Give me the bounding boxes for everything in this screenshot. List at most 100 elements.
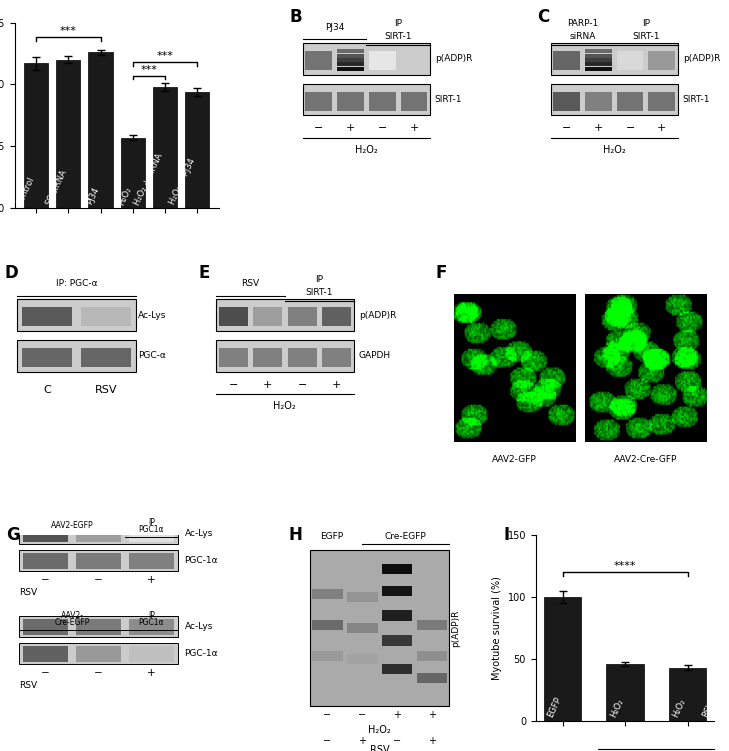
Bar [77,526,121,542]
Text: RSV: RSV [19,588,37,597]
Text: −: − [393,736,401,746]
Bar [649,92,675,110]
Bar [19,523,178,544]
Bar [129,553,174,569]
Text: Control: Control [15,175,36,207]
Bar [24,63,48,208]
Text: PGC-1α: PGC-1α [184,556,218,566]
Bar [585,58,612,62]
Text: +: + [332,380,341,390]
Text: −: − [323,710,332,720]
Text: +: + [346,123,355,134]
Bar [23,619,68,635]
Text: C: C [43,385,51,395]
Bar [77,619,121,635]
Bar [382,586,413,596]
Bar [305,51,332,70]
Text: H₂O₂ + siRNA: H₂O₂ + siRNA [133,152,165,207]
Text: +: + [393,710,401,720]
Text: RSV: RSV [19,681,37,690]
Text: H₂O₂: H₂O₂ [355,145,378,155]
Text: GAPDH: GAPDH [359,351,391,360]
Bar [337,67,364,71]
Text: H₂O₂: H₂O₂ [117,185,133,207]
Bar [216,340,354,372]
Bar [17,300,136,331]
Text: −: − [378,123,387,134]
Text: H₂O₂ + PJ34: H₂O₂ + PJ34 [168,158,198,207]
Text: +: + [593,123,603,134]
Text: PGC-α: PGC-α [139,351,166,360]
Text: SC-siRNA: SC-siRNA [44,167,69,207]
Bar [401,51,427,70]
Text: p(ADP)R: p(ADP)R [435,54,472,63]
Bar [129,526,174,542]
Bar [416,673,448,683]
Bar [121,137,145,208]
Text: AAV2-: AAV2- [61,611,83,620]
Bar [585,53,612,58]
Bar [337,53,364,58]
Bar [416,651,448,662]
Text: PJ34: PJ34 [85,186,101,207]
Text: IP: PGC-α: IP: PGC-α [55,279,97,288]
Text: −: − [94,668,103,677]
Bar [550,84,678,116]
Bar [19,550,178,572]
Bar [312,651,343,662]
Text: C: C [537,8,550,26]
Bar [219,307,248,326]
Bar [369,92,396,110]
Bar [253,307,282,326]
Bar [77,646,121,662]
Text: Ac-Lys: Ac-Lys [184,529,213,538]
Bar [607,664,644,721]
Text: PARP-1: PARP-1 [567,19,598,28]
Text: IP: IP [394,19,402,28]
Text: RSV: RSV [241,279,260,288]
Text: Ac-Lys: Ac-Lys [184,622,213,631]
Bar [337,62,364,66]
Bar [382,635,413,646]
Bar [185,92,209,208]
Text: Cre-EGFP: Cre-EGFP [385,532,426,541]
Text: Cre-EGFP: Cre-EGFP [54,618,90,627]
Text: RSV: RSV [701,700,716,719]
Text: AAV2-GFP: AAV2-GFP [492,455,537,464]
Text: −: − [297,380,307,390]
Text: H₂O₂: H₂O₂ [671,698,687,719]
Text: −: − [323,736,332,746]
Text: H: H [288,526,302,544]
Text: E: E [199,264,210,282]
Bar [129,646,174,662]
Bar [19,643,178,665]
Bar [322,348,351,367]
Text: +: + [147,575,156,585]
Text: Ac-Lys: Ac-Lys [139,311,167,320]
Text: PJ34: PJ34 [325,23,344,32]
Text: PGC1α: PGC1α [139,618,164,627]
Text: ***: *** [60,26,77,36]
Bar [382,611,413,621]
Bar [153,87,177,208]
Text: p(ADP)R: p(ADP)R [359,311,397,320]
Text: SIRT-1: SIRT-1 [632,32,660,41]
Text: H₂O₂: H₂O₂ [273,402,296,412]
Bar [550,43,678,74]
Bar [347,592,378,602]
Bar [81,307,131,326]
Bar [553,51,580,70]
Bar [337,50,364,53]
Bar [19,616,178,638]
Bar [219,348,248,367]
Bar [129,619,174,635]
Text: EGFP: EGFP [320,532,343,541]
Text: RSV: RSV [370,745,389,751]
Bar [22,307,71,326]
Text: +: + [409,123,418,134]
Text: SIRT-1: SIRT-1 [682,95,710,104]
Text: G: G [6,526,20,544]
Text: SIRT-1: SIRT-1 [435,95,462,104]
Bar [553,92,580,110]
Bar [337,92,364,110]
